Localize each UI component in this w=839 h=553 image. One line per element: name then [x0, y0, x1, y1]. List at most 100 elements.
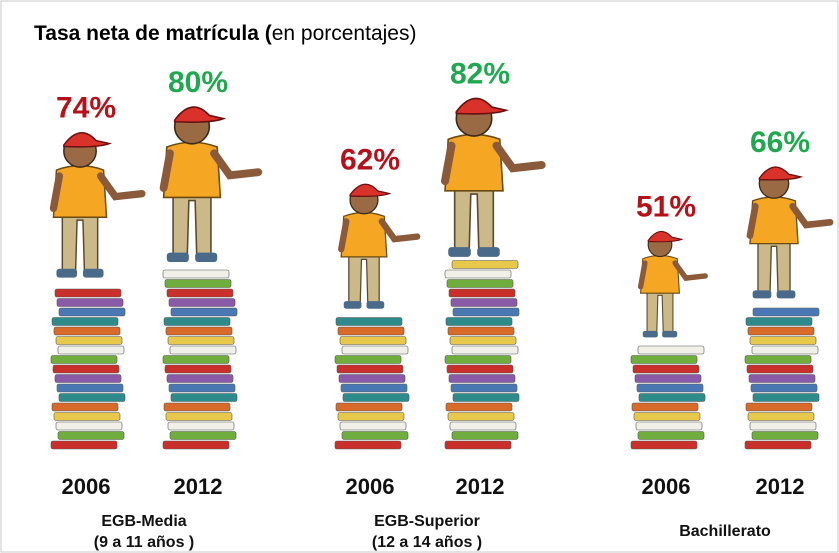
book: [53, 412, 121, 421]
book: [334, 440, 402, 450]
shoe: [195, 252, 218, 263]
book: [164, 364, 232, 374]
book: [166, 374, 234, 383]
arm: [159, 149, 174, 192]
book: [55, 421, 123, 431]
cap: [758, 166, 804, 181]
book: [169, 345, 237, 355]
book: [634, 374, 702, 383]
book: [444, 440, 512, 450]
book: [750, 383, 818, 393]
book: [747, 412, 815, 421]
book: [162, 355, 230, 364]
shirt: [444, 133, 504, 192]
book: [50, 440, 118, 450]
book: [451, 345, 519, 355]
book: [51, 402, 119, 412]
book: [334, 355, 402, 364]
book: [54, 374, 122, 383]
book: [630, 440, 698, 450]
arm: [492, 141, 546, 173]
book: [335, 317, 403, 326]
arm: [672, 260, 708, 281]
book: [55, 336, 123, 345]
book: [450, 383, 518, 393]
book: [630, 355, 698, 364]
value-label: 66%: [750, 126, 810, 159]
shoe: [477, 247, 500, 257]
book: [339, 421, 407, 431]
shoe: [752, 290, 772, 299]
shirt: [162, 141, 222, 199]
book: [57, 431, 125, 440]
cap: [455, 97, 510, 115]
book: [162, 269, 230, 279]
book: [164, 279, 232, 288]
book: [165, 326, 233, 336]
arm: [96, 172, 146, 201]
book: [447, 326, 515, 336]
shoe: [56, 268, 78, 278]
book: [445, 402, 513, 412]
student-figure: [746, 166, 834, 299]
arm: [378, 218, 421, 243]
book: [338, 374, 406, 383]
book: [58, 393, 126, 402]
book: [444, 355, 512, 364]
book: [337, 412, 405, 421]
book: [341, 345, 409, 355]
book: [446, 364, 514, 374]
category-label: EGB-Superior: [374, 513, 480, 530]
x-tick-label: 2006: [62, 474, 111, 499]
book: [752, 307, 820, 317]
shirt: [52, 164, 108, 218]
title-normal: en porcentajes): [272, 22, 417, 45]
book: [340, 383, 408, 393]
book: [449, 336, 517, 345]
category-label: (12 a 14 años ): [372, 534, 482, 551]
book: [56, 383, 124, 393]
book: [752, 393, 820, 402]
book: [749, 336, 817, 345]
book: [451, 260, 519, 269]
book: [452, 393, 520, 402]
book: [751, 345, 819, 355]
value-label: 80%: [168, 66, 228, 99]
x-tick-label: 2012: [174, 474, 223, 499]
book: [746, 364, 814, 374]
book: [632, 364, 700, 374]
book: [167, 421, 235, 431]
cap: [647, 230, 684, 243]
student-figure: [338, 183, 421, 309]
book: [445, 317, 513, 326]
book: [169, 431, 237, 440]
book: [447, 412, 515, 421]
book: [450, 298, 518, 307]
arm: [49, 172, 64, 213]
book: [167, 336, 235, 345]
book: [633, 412, 701, 421]
book: [448, 288, 516, 298]
book: [747, 326, 815, 336]
student-figure: [159, 106, 263, 263]
shoe: [776, 290, 796, 299]
book: [51, 317, 119, 326]
book: [448, 374, 516, 383]
value-label: 74%: [56, 92, 116, 125]
book: [162, 440, 230, 450]
shoe: [642, 330, 658, 338]
cap: [173, 106, 227, 123]
book: [170, 393, 238, 402]
arm: [746, 202, 759, 239]
book: [57, 345, 125, 355]
book: [748, 374, 816, 383]
student-figure: [49, 132, 146, 278]
book: [745, 402, 813, 412]
shirt: [640, 254, 680, 294]
book: [336, 364, 404, 374]
book: [163, 317, 231, 326]
student-figure: [440, 97, 546, 257]
cap: [63, 132, 113, 148]
